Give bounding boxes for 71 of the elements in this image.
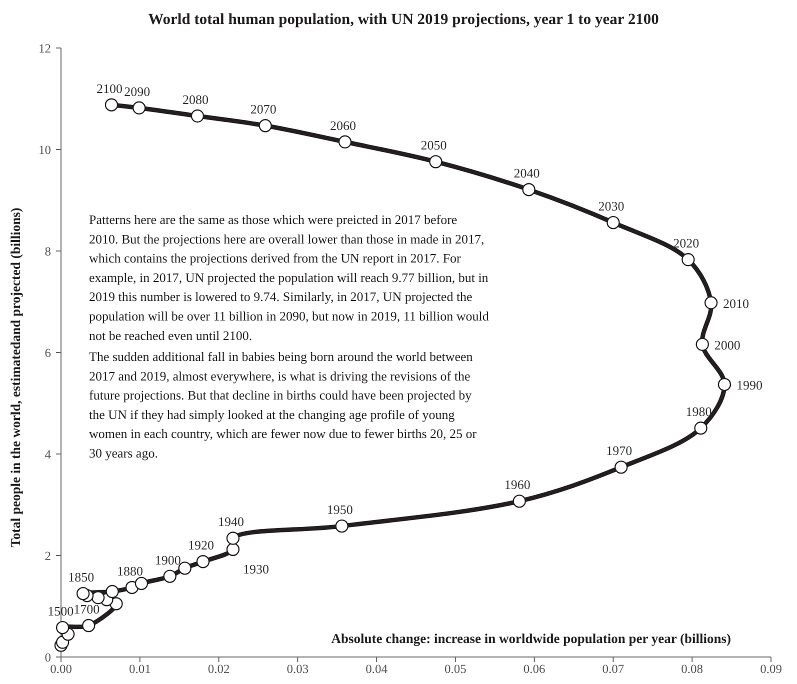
x-tick-label: 0.07 (602, 662, 624, 676)
point (196, 554, 210, 568)
point (258, 119, 272, 132)
point (696, 338, 709, 351)
point (76, 586, 90, 600)
annotation: 2020 (673, 236, 700, 251)
y-tick-label: 10 (38, 143, 51, 157)
point (718, 378, 732, 392)
annotation: 1700 (74, 602, 100, 617)
chart-title: World total human population, with UN 2019 projections, year 1 to year 2100 (148, 11, 660, 28)
point (512, 494, 526, 508)
y-tick-label: 12 (38, 42, 51, 56)
annotation: 1930 (242, 561, 269, 576)
x-tick-label: 0.01 (128, 662, 151, 676)
annotation: 2080 (182, 92, 208, 108)
point (56, 620, 70, 634)
point (91, 591, 105, 604)
point (704, 296, 718, 310)
y-tick-label: 0 (44, 650, 51, 664)
annotation: 1970 (606, 443, 632, 458)
y-tick-label: 6 (44, 346, 51, 360)
annotation: 2000 (714, 337, 740, 352)
point (82, 618, 96, 632)
annotation: 1850 (68, 570, 94, 585)
x-tick-label: 0.04 (366, 662, 388, 676)
x-tick-label: 0.02 (208, 662, 230, 676)
annotation: Patterns here are the same as those which were preicted in 2017 before 2010. But the projections here are overall lower than those in made in 2017, which contains the projections derived from the UN report in 2017. For example, in 2017, UN projected the population will reach 9.77 billion, but in 2019 this number is lowered to 9.74. Similarly, in 2017, UN projected the population will be over 11 billion in 2090, but now in 2019, 11 billion would not be reached even until 2100. (89, 212, 490, 343)
annotation: 2030 (598, 198, 624, 214)
point (190, 109, 204, 123)
annotation: The sudden additional fall in babies being born around the world between 2017 and 2019, almost everywhere, is what is driving the revisions of the future projections. But that decline in births could have been projected by the UN if they had simply looked at the changing age profile of young women in each country, which are fewer now due to fewer births 20, 25 or 30 years ago. (89, 349, 478, 460)
annotation: 1900 (154, 552, 181, 568)
point (132, 101, 146, 114)
x-tick-label: 0.05 (444, 662, 466, 676)
annotation: 1940 (218, 514, 244, 530)
annotation: 1950 (326, 502, 353, 518)
point (104, 98, 118, 112)
annotation: 2050 (420, 138, 447, 153)
y-tick-label: 4 (44, 448, 52, 462)
point (682, 253, 695, 266)
x-tick-label: 0.09 (760, 662, 782, 676)
point (614, 460, 628, 474)
point (226, 532, 240, 545)
annotation: 1980 (686, 404, 712, 420)
point (163, 570, 176, 583)
annotation: 1960 (504, 477, 530, 492)
annotation: 2060 (330, 118, 356, 133)
point (694, 422, 708, 435)
annotation: 2010 (723, 296, 750, 311)
y-axis-title: Total people in the world, estimatedand projected (billions) (8, 208, 23, 548)
x-tick-label: 0.06 (523, 662, 546, 676)
point (226, 542, 240, 556)
annotation: 2090 (124, 84, 150, 99)
annotation: 1990 (736, 377, 762, 392)
annotation: 1880 (117, 563, 143, 578)
point (606, 216, 620, 230)
x-axis-title: Absolute change: increase in worldwide population per year (billions) (331, 631, 731, 646)
y-tick-label: 2 (44, 549, 51, 563)
point (522, 182, 536, 196)
y-tick-label: 8 (44, 244, 51, 258)
point (335, 519, 348, 533)
annotation: 2070 (250, 102, 276, 117)
annotation: 2100 (96, 80, 122, 96)
x-tick-label: 0.08 (681, 662, 704, 676)
point (429, 155, 442, 168)
x-tick-label: 0.00 (50, 662, 72, 676)
annotation: 1920 (188, 538, 214, 553)
point (106, 584, 119, 598)
point (134, 576, 148, 590)
annotation: 2040 (514, 166, 540, 181)
x-tick-label: 0.03 (286, 662, 309, 676)
point (338, 135, 352, 148)
